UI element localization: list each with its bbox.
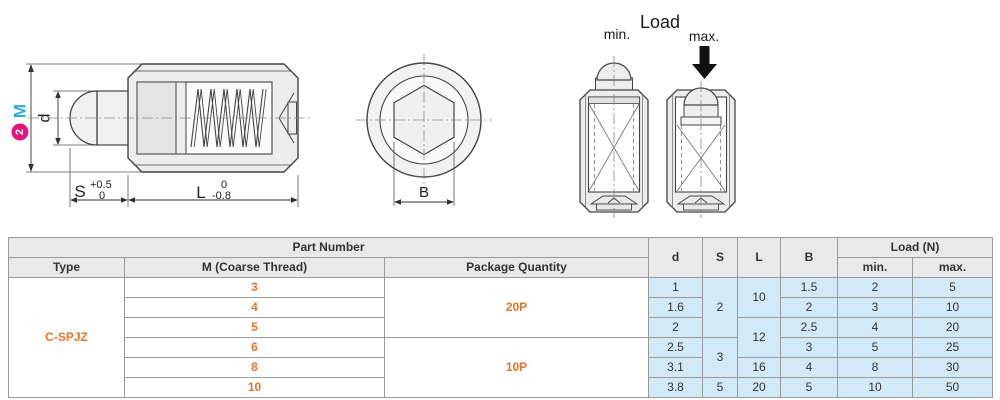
header-load: Load (N) [837,237,993,258]
table-cell: 10 [124,377,385,398]
spec-table-container: Part Number d S L B Load (N) Type M (Coa… [8,237,993,398]
table-cell: 2 [702,277,738,338]
dim-l-tol-upper: 0 [221,179,227,191]
plunger-max-view [666,81,736,218]
table-cell: 2.5 [780,317,838,338]
table-cell: 5 [912,277,993,298]
dim-s-label: S [74,182,85,201]
table-cell: 50 [912,377,993,398]
table-cell: 3.1 [648,357,703,378]
table-cell: 10 [912,297,993,318]
table-row: 4 1.6 2 3 10 [9,297,993,318]
header-package-quantity: Package Quantity [384,257,649,278]
table-cell: 3 [837,297,913,318]
table-cell: 10 [837,377,913,398]
technical-drawing: M 2 d [11,12,736,218]
table-cell: 2 [837,277,913,298]
table-cell: 3.8 [648,377,703,398]
table-cell: 1.5 [780,277,838,298]
table-cell: 4 [780,357,838,378]
table-cell: 3 [780,337,838,358]
table-row: 5 2 12 2.5 4 20 [9,317,993,358]
header-part-number: Part Number [8,237,649,258]
table-cell: 25 [912,337,993,358]
header-load-max: max. [912,257,993,278]
header-type: Type [8,257,125,278]
header-s: S [702,237,738,278]
table-cell: 5 [124,317,385,338]
table-row: 8 3.1 16 4 8 30 [9,357,993,378]
table-cell: 20 [912,317,993,338]
spec-table: Part Number d S L B Load (N) Type M (Coa… [8,237,993,398]
table-cell: 30 [912,357,993,378]
table-cell: 5 [780,377,838,398]
dim-d-label: d [37,114,54,123]
table-cell: 10 [737,277,781,318]
table-cell: 8 [124,357,385,378]
table-cell: 20 [737,377,781,398]
dim-l-label: L [196,183,205,202]
table-cell: 5 [837,337,913,358]
table-cell: 2 [780,297,838,318]
table-cell: 2.5 [648,337,703,358]
side-view-drawing: M 2 d [11,63,310,207]
table-cell: 3 [124,277,385,298]
header-b: B [780,237,838,278]
table-row: 6 10P 2.5 3 3 5 25 [9,337,993,398]
dim-b-label: B [419,184,429,201]
table-cell: 16 [737,357,781,378]
load-max-label: max. [689,28,719,44]
callout-number: 2 [14,129,26,135]
table-cell: 2 [648,317,703,338]
callout-circle [11,123,29,141]
end-view-drawing: B [356,54,492,206]
table-cell: 4 [124,297,385,318]
table-cell: C-SPJZ [8,277,125,398]
plunger-min-view [579,56,649,218]
table-cell: 12 [737,317,781,358]
dim-s-tol-upper: +0.5 [90,179,112,191]
table-cell: 6 [124,337,385,358]
header-l: L [737,237,781,278]
header-m: M (Coarse Thread) [124,257,385,278]
table-row: C-SPJZ 3 20P 1 2 10 1.5 2 5 [8,277,993,398]
table-cell: 8 [837,357,913,378]
table-cell: 5 [702,377,738,398]
load-title: Load [640,12,680,32]
table-cell: 1.6 [648,297,703,318]
thread-size-label: M [11,104,30,118]
load-view-drawing: Load min. max. [579,12,736,218]
dim-l-tol-lower: -0.8 [212,190,231,202]
header-d: d [648,237,703,278]
load-arrow-icon [692,46,717,79]
table-cell: 20P [384,277,649,338]
table-cell: 10P [384,337,649,398]
load-min-label: min. [604,26,630,42]
table-cell: 1 [648,277,703,298]
header-load-min: min. [837,257,913,278]
dim-s-tol-lower: 0 [99,190,105,202]
table-cell: 4 [837,317,913,338]
table-cell: 3 [702,337,738,378]
spec-table-body: C-SPJZ 3 20P 1 2 10 1.5 2 5 4 1.6 2 3 10 5 2 12 2.5 4 20 6 10… [8,277,993,398]
table-row: 10 3.8 5 20 5 10 50 [9,377,993,398]
